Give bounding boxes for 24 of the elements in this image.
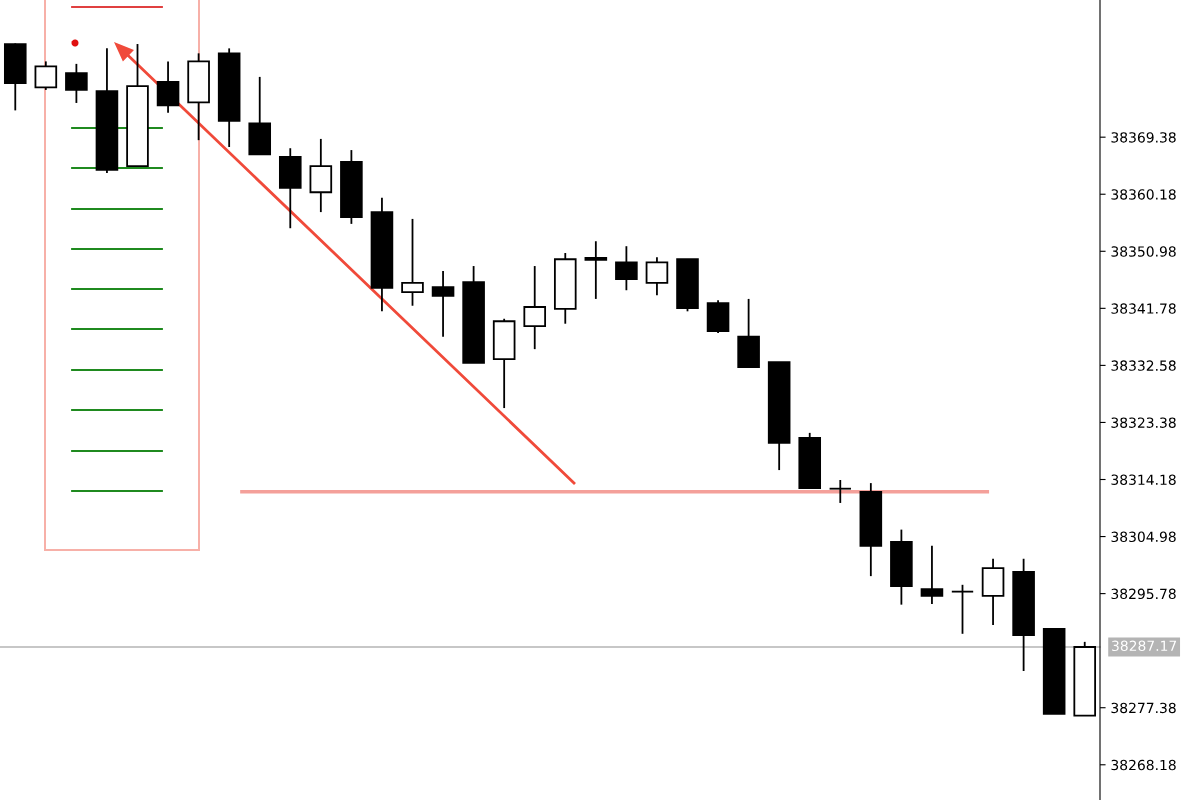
candlestick <box>828 479 852 504</box>
y-tick-label: 38360.18 <box>1111 189 1176 200</box>
y-tick-label: 38341.78 <box>1111 303 1176 314</box>
y-tick-label: 38332.58 <box>1111 360 1176 371</box>
y-tick-label: 38295.78 <box>1111 588 1176 600</box>
y-tick-label: 38268.18 <box>1111 759 1176 771</box>
candlestick <box>401 218 424 307</box>
candlestick <box>920 544 944 605</box>
y-tick-label: 38277.38 <box>1111 702 1176 714</box>
candlestick <box>34 60 58 91</box>
candlestick <box>523 265 547 351</box>
ref-line-label: 38287.17 <box>1112 640 1177 652</box>
candlestick <box>615 245 638 292</box>
candlestick <box>65 62 88 104</box>
y-tick-label: 38350.98 <box>1111 246 1176 257</box>
y-tick-label: 38369.38 <box>1111 132 1176 143</box>
y-tick-label: 38323.38 <box>1111 417 1176 428</box>
candlestick <box>156 60 180 114</box>
y-tick-label: 38304.98 <box>1111 531 1176 543</box>
candlestick <box>645 256 669 297</box>
candlestick <box>950 583 975 635</box>
candlestick <box>584 240 608 300</box>
y-tick-label: 38314.18 <box>1111 474 1176 485</box>
candlestick <box>431 270 455 338</box>
